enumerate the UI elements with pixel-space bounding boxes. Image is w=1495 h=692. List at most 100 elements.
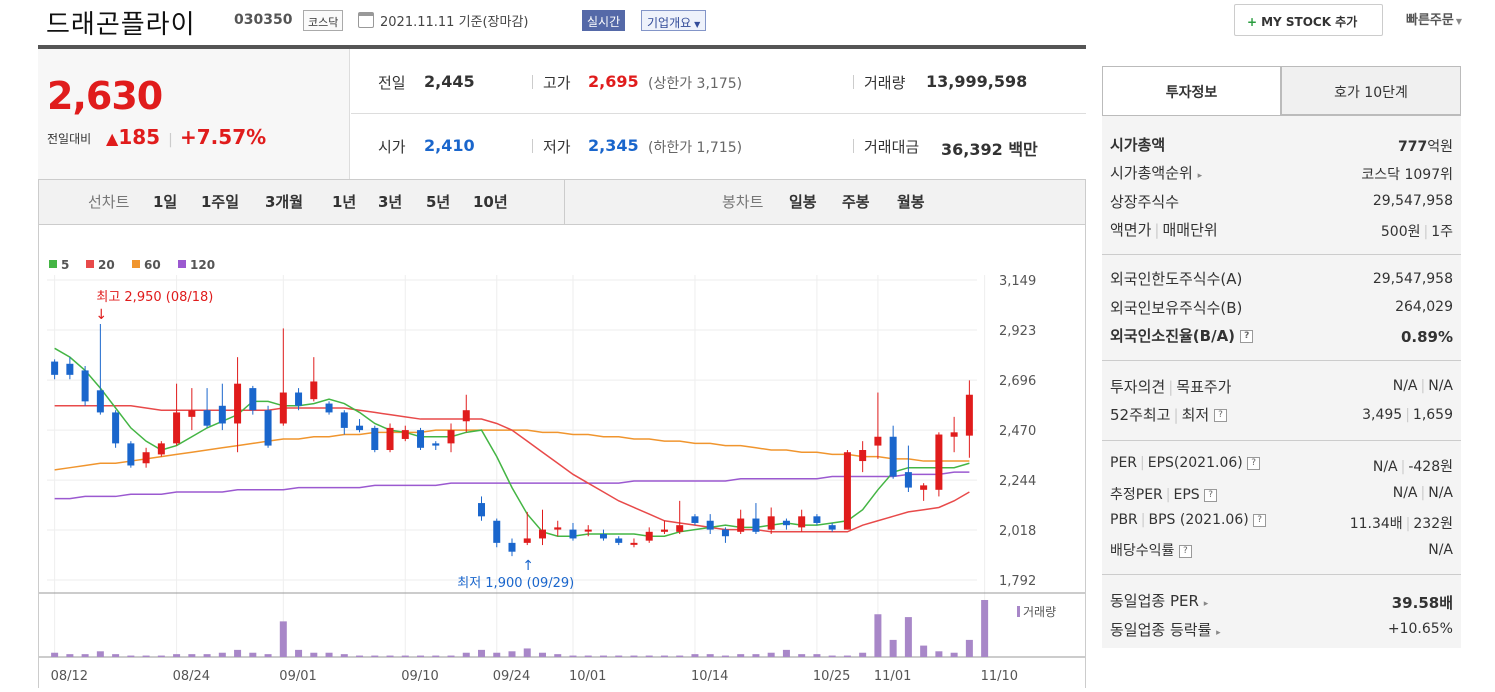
volume-bar	[874, 614, 882, 657]
candle-body	[660, 529, 668, 532]
candle-body	[645, 531, 653, 541]
volume-bar	[721, 655, 729, 657]
candle-body	[965, 394, 973, 436]
candle-body	[401, 430, 409, 439]
chevron-right-icon: ▸	[1216, 628, 1221, 638]
volume-bar	[584, 655, 592, 657]
y-tick-label: 3,149	[999, 274, 1036, 289]
candle-body	[478, 503, 486, 517]
quick-order-dropdown[interactable]: 빠른주문 ▼	[1406, 9, 1462, 28]
candle-body	[51, 361, 59, 375]
w52-high-text: 52주최고	[1110, 406, 1171, 424]
w52-high: 3,495	[1362, 407, 1403, 423]
market-badge: 코스닥	[303, 10, 344, 31]
volume-bar	[432, 655, 440, 657]
volume-bar	[645, 655, 653, 657]
add-mystock-button[interactable]: + MY STOCK 추가	[1234, 4, 1383, 36]
foreign-hold-label: 외국인보유주식수(B)	[1110, 299, 1243, 317]
period-3m[interactable]: 3개월	[265, 193, 304, 211]
candle-body	[157, 443, 165, 455]
candle-body	[218, 405, 226, 424]
market-cap-rank-value: 코스닥 1097위	[1361, 167, 1453, 183]
pbr-text: PBR	[1110, 512, 1138, 528]
industry-per-link[interactable]: 동일업종 PER ▸	[1110, 590, 1208, 611]
volume-legend-label: 거래량	[1023, 605, 1056, 619]
candle-daily[interactable]: 일봉	[789, 193, 817, 211]
eps-v: -428원	[1408, 459, 1453, 475]
y-tick-label: 2,696	[999, 374, 1036, 389]
industry-change-text: 동일업종 등락률	[1110, 621, 1212, 639]
help-icon[interactable]: ?	[1247, 456, 1261, 470]
opinion-text: 투자의견	[1110, 378, 1166, 396]
volume-bar	[782, 649, 790, 657]
period-5y[interactable]: 5년	[426, 193, 451, 211]
x-tick-label: 11/01	[874, 669, 911, 684]
help-icon[interactable]: ?	[1178, 544, 1192, 558]
foreign-rate-label: 외국인소진율(B/A) ?	[1110, 325, 1254, 346]
volume-bar	[630, 655, 638, 657]
est-eps-v: N/A	[1428, 485, 1453, 501]
volume-bar	[447, 655, 455, 657]
candle-body	[386, 427, 394, 451]
candle-body	[203, 410, 211, 426]
y-tick-label: 2,018	[999, 524, 1036, 539]
candle-monthly[interactable]: 월봉	[897, 193, 925, 211]
down-arrow-icon: ↓	[95, 307, 107, 323]
tab-order-book[interactable]: 호가 10단계	[1281, 66, 1461, 115]
upper-limit: (상한가 3,175)	[648, 76, 743, 92]
legend-label: 60	[144, 258, 161, 272]
candle-body	[904, 472, 912, 488]
period-1d[interactable]: 1일	[153, 193, 178, 211]
low-value: 2,345	[588, 136, 639, 155]
open-value: 2,410	[424, 136, 475, 155]
realtime-button[interactable]: 실시간	[582, 10, 626, 31]
volume-bar	[569, 655, 577, 657]
candle-body	[538, 529, 546, 539]
listed-shares-value: 29,547,958	[1372, 193, 1453, 209]
est-per-text: 추정PER	[1110, 487, 1163, 503]
help-icon[interactable]: ?	[1253, 513, 1267, 527]
tab-investment-info[interactable]: 투자정보	[1102, 66, 1281, 115]
market-cap-label: 시가총액	[1110, 136, 1166, 154]
help-icon[interactable]: ?	[1204, 488, 1218, 502]
candle-body	[447, 430, 455, 444]
est-per-v: N/A	[1392, 485, 1418, 501]
candle-body	[279, 392, 287, 424]
period-1w[interactable]: 1주일	[201, 193, 240, 211]
x-tick-label: 09/24	[493, 669, 530, 684]
period-3y[interactable]: 3년	[378, 193, 403, 211]
w52-low: 1,659	[1412, 407, 1453, 423]
industry-change-value: +10.65%	[1387, 621, 1453, 637]
volume-legend-swatch	[1017, 606, 1020, 617]
industry-change-link[interactable]: 동일업종 등락률 ▸	[1110, 619, 1221, 640]
candle-weekly[interactable]: 주봉	[842, 193, 870, 211]
volume-bar	[950, 652, 958, 657]
candle-body	[554, 527, 562, 530]
chart-area: 3,149 2,923 2,696 2,470 2,244 2,018 1,792 08/12…	[38, 225, 1086, 688]
industry-per-text: 동일업종 PER	[1110, 592, 1199, 610]
chevron-down-icon: ▼	[1455, 17, 1462, 26]
help-icon[interactable]: ?	[1240, 330, 1254, 343]
week52-label: 52주최고 | 최저 ?	[1110, 404, 1227, 425]
chevron-down-icon: ▼	[694, 20, 701, 29]
candle-body	[828, 525, 836, 530]
period-1y[interactable]: 1년	[332, 193, 357, 211]
company-overview-dropdown[interactable]: 기업개요 ▼	[641, 10, 707, 31]
volume-bar	[478, 649, 486, 657]
trade-unit-label: 매매단위	[1162, 221, 1218, 239]
market-cap-rank-link[interactable]: 시가총액순위 ▸	[1110, 162, 1202, 183]
candle-body	[249, 388, 257, 411]
target-v: N/A	[1428, 378, 1453, 394]
x-tick-label: 10/14	[691, 669, 728, 684]
price-chart[interactable]: 3,149 2,923 2,696 2,470 2,244 2,018 1,792 08/12…	[39, 225, 1085, 688]
volume-bar	[965, 639, 973, 657]
period-10y[interactable]: 10년	[473, 193, 508, 211]
candle-body	[417, 430, 425, 448]
help-icon[interactable]: ?	[1213, 409, 1227, 422]
candle-body	[96, 390, 104, 413]
volume-bar	[920, 645, 928, 657]
candle-body	[721, 529, 729, 537]
pbr-value: 11.34배 | 232원	[1349, 516, 1453, 532]
overview-label: 기업개요	[647, 16, 692, 30]
candle-body	[493, 520, 501, 543]
